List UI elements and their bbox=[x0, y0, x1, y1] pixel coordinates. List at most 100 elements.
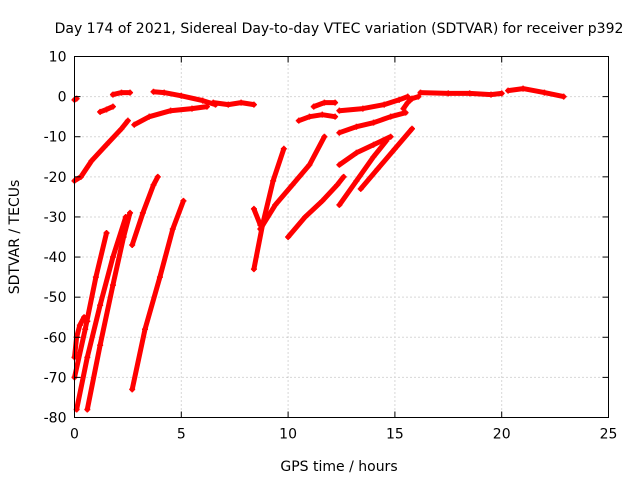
data-point bbox=[210, 99, 217, 106]
data-point bbox=[238, 99, 245, 106]
data-point bbox=[374, 165, 381, 172]
data-point bbox=[391, 145, 398, 152]
data-point bbox=[109, 282, 116, 289]
data-point bbox=[319, 197, 326, 204]
data-point bbox=[359, 105, 366, 112]
data-point bbox=[383, 137, 390, 144]
data-point bbox=[129, 242, 136, 249]
data-point bbox=[127, 89, 134, 96]
data-point bbox=[178, 92, 185, 99]
data-point bbox=[97, 108, 104, 115]
data-point bbox=[319, 111, 326, 118]
data-point bbox=[353, 177, 360, 184]
data-point bbox=[257, 225, 264, 232]
data-point bbox=[124, 117, 131, 124]
data-point bbox=[285, 234, 292, 240]
grid-layer bbox=[74, 56, 609, 418]
data-point bbox=[97, 302, 104, 309]
data-point bbox=[408, 95, 415, 102]
data-point bbox=[560, 93, 567, 100]
data-point bbox=[445, 90, 452, 97]
data-point bbox=[118, 125, 125, 132]
data-point bbox=[161, 89, 168, 96]
data-point bbox=[225, 101, 232, 108]
y-tick-label: 0 bbox=[58, 90, 67, 106]
data-point bbox=[310, 103, 317, 110]
data-point bbox=[203, 103, 210, 110]
data-point bbox=[353, 149, 360, 156]
data-point bbox=[180, 197, 187, 204]
data-point bbox=[417, 89, 424, 96]
data-point bbox=[169, 225, 176, 232]
data-point bbox=[289, 181, 296, 188]
data-point bbox=[270, 177, 277, 184]
y-tick-label: -50 bbox=[44, 290, 67, 306]
data-point bbox=[505, 87, 512, 94]
series-line-arc-7 bbox=[210, 100, 257, 108]
data-point bbox=[82, 326, 89, 333]
data-point bbox=[404, 99, 411, 106]
x-tick-label: 5 bbox=[177, 427, 186, 443]
data-point bbox=[250, 266, 257, 273]
series-line-arc-6 bbox=[151, 89, 218, 108]
data-point bbox=[109, 103, 116, 110]
data-point bbox=[466, 90, 473, 97]
series-line-arc-15 bbox=[251, 206, 263, 228]
data-point bbox=[321, 133, 328, 140]
data-point bbox=[334, 181, 341, 188]
data-point bbox=[408, 125, 415, 132]
data-point bbox=[84, 406, 91, 413]
series-line-arc-24 bbox=[358, 126, 415, 192]
data-point bbox=[488, 91, 495, 98]
data-point bbox=[103, 229, 110, 236]
y-tick-label: -20 bbox=[44, 170, 67, 186]
data-point bbox=[109, 254, 116, 261]
data-point bbox=[150, 181, 157, 188]
data-point bbox=[118, 89, 125, 96]
data-point bbox=[336, 107, 343, 114]
series-line-arc-20 bbox=[336, 94, 411, 114]
series-line-arc-9 bbox=[72, 230, 109, 380]
data-point bbox=[370, 153, 377, 160]
data-point bbox=[88, 157, 95, 164]
series-line-arc-27 bbox=[505, 86, 567, 100]
data-point bbox=[336, 129, 343, 136]
data-point bbox=[156, 274, 163, 281]
series-layer bbox=[71, 85, 567, 413]
data-point bbox=[120, 234, 127, 240]
data-point bbox=[250, 205, 257, 212]
data-point bbox=[340, 173, 347, 180]
series-line-arc-12 bbox=[129, 174, 161, 248]
data-point bbox=[199, 97, 206, 104]
tick-layer: 100-10-20-30-40-50-60-70-800 5 10 15 20 25 bbox=[44, 50, 618, 443]
data-point bbox=[272, 201, 279, 208]
data-point bbox=[541, 89, 548, 96]
data-point bbox=[295, 117, 302, 124]
data-point bbox=[321, 99, 328, 106]
data-point bbox=[370, 119, 377, 126]
series-line-arc-11 bbox=[84, 210, 133, 412]
data-point bbox=[400, 105, 407, 112]
data-point bbox=[306, 161, 313, 168]
data-point bbox=[332, 113, 339, 120]
data-point bbox=[84, 354, 91, 361]
data-point bbox=[381, 101, 388, 108]
data-point bbox=[92, 274, 99, 281]
data-point bbox=[306, 113, 313, 120]
series-line-arc-23 bbox=[336, 138, 389, 208]
data-point bbox=[129, 386, 136, 393]
x-axis-label: GPS time / hours bbox=[280, 459, 397, 475]
y-tick-label: -40 bbox=[44, 250, 67, 266]
data-point bbox=[109, 91, 116, 98]
x-tick-label: 15 bbox=[386, 427, 404, 443]
data-point bbox=[188, 105, 195, 112]
y-tick-label: 10 bbox=[49, 50, 67, 66]
series-line-arc-17 bbox=[285, 174, 347, 240]
data-point bbox=[302, 213, 309, 220]
data-point bbox=[498, 90, 505, 97]
data-point bbox=[103, 141, 110, 148]
x-tick-label: 20 bbox=[493, 427, 511, 443]
data-point bbox=[127, 209, 134, 216]
